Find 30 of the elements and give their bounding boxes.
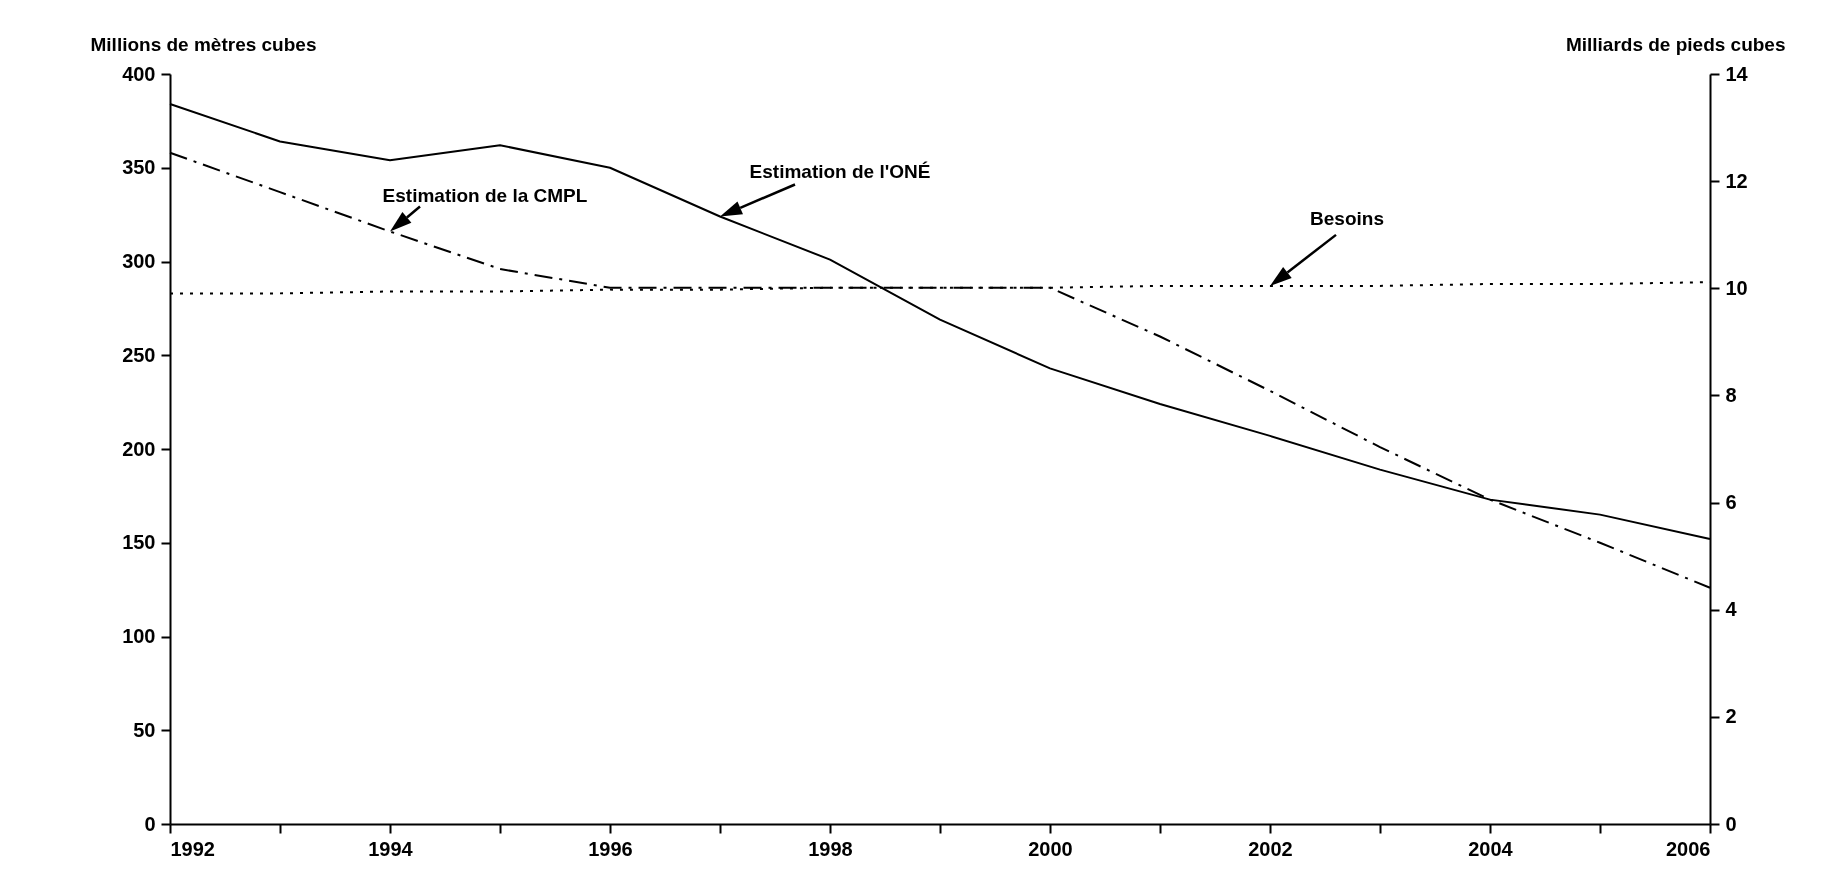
x-tick-label: 2002 <box>1248 837 1293 860</box>
x-tick-label: 1996 <box>588 837 633 860</box>
y-tick-label: 300 <box>122 250 156 272</box>
y2-tick-label: 12 <box>1725 169 1748 192</box>
y-tick-label: 250 <box>122 343 156 366</box>
y2-tick-label: 2 <box>1725 705 1737 728</box>
y2-tick-label: 10 <box>1725 276 1748 299</box>
y2-tick-label: 0 <box>1725 812 1737 835</box>
y-tick-label: 100 <box>122 625 156 647</box>
y2-tick-label: 6 <box>1725 491 1737 514</box>
text: Besoins <box>1310 207 1384 229</box>
y2-tick-label: 4 <box>1725 598 1738 621</box>
text: Estimation de l'ONÉ <box>749 160 931 182</box>
y-tick-label: 150 <box>122 531 156 554</box>
series-label: Estimation de la CMPL <box>382 184 588 206</box>
x-tick-label: 1994 <box>368 837 414 860</box>
y2-tick-label: 14 <box>1725 62 1749 85</box>
x-tick-label: 2000 <box>1028 837 1073 860</box>
x-tick-label: 1998 <box>808 837 853 860</box>
x-tick-label: 1992 <box>170 837 215 860</box>
y-tick-label: 200 <box>122 437 156 460</box>
x-tick-label: 2004 <box>1468 837 1514 860</box>
x-tick-label: 2006 <box>1666 837 1711 860</box>
y-tick-label: 50 <box>133 718 156 741</box>
y-tick-label: 0 <box>144 812 156 835</box>
y-axis-title: Millions de mètres cubes <box>90 33 317 55</box>
y2-tick-label: 8 <box>1725 383 1737 406</box>
y-tick-label: 400 <box>122 62 156 85</box>
y-tick-label: 350 <box>122 156 156 179</box>
y2-axis-title: Milliards de pieds cubes <box>1565 33 1786 55</box>
